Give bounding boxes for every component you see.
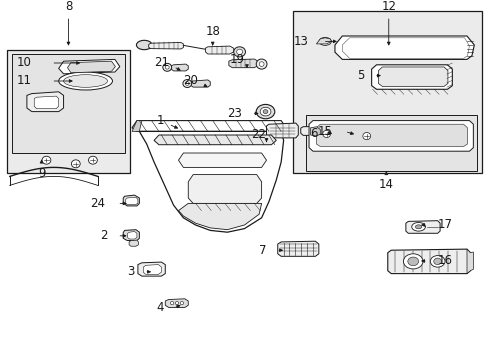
Ellipse shape (185, 82, 189, 85)
Polygon shape (139, 131, 283, 232)
Text: 2: 2 (100, 229, 107, 242)
Polygon shape (178, 203, 261, 230)
Ellipse shape (256, 59, 266, 69)
Text: 9: 9 (38, 167, 45, 180)
Text: 19: 19 (229, 53, 244, 66)
Polygon shape (334, 36, 473, 59)
Ellipse shape (59, 72, 112, 90)
Text: 1: 1 (156, 114, 163, 127)
Polygon shape (138, 262, 165, 276)
Text: 23: 23 (227, 107, 242, 120)
Ellipse shape (42, 156, 51, 164)
Text: 4: 4 (156, 301, 163, 314)
Ellipse shape (71, 160, 80, 168)
Polygon shape (405, 221, 439, 233)
Ellipse shape (433, 258, 441, 265)
Ellipse shape (136, 40, 152, 50)
Polygon shape (67, 61, 115, 73)
Ellipse shape (233, 47, 245, 57)
Polygon shape (59, 59, 120, 74)
Polygon shape (205, 46, 233, 54)
Text: 8: 8 (64, 0, 72, 13)
Bar (305, 115, 476, 171)
Ellipse shape (170, 302, 173, 305)
Bar (7, 50, 129, 173)
Ellipse shape (88, 156, 97, 164)
Text: 3: 3 (127, 265, 134, 278)
Text: 5: 5 (356, 69, 364, 82)
Polygon shape (310, 127, 320, 136)
Polygon shape (132, 121, 142, 131)
Text: 18: 18 (205, 25, 220, 38)
Ellipse shape (180, 302, 183, 305)
Ellipse shape (263, 110, 267, 114)
Text: 6: 6 (310, 127, 317, 140)
Polygon shape (466, 249, 472, 274)
Polygon shape (27, 92, 63, 112)
Polygon shape (378, 67, 447, 86)
Polygon shape (308, 121, 472, 151)
Polygon shape (316, 124, 467, 147)
Ellipse shape (411, 222, 425, 231)
Polygon shape (165, 299, 188, 307)
Text: 17: 17 (437, 219, 452, 231)
Text: 14: 14 (378, 178, 393, 191)
Text: 20: 20 (183, 75, 198, 87)
Text: 15: 15 (317, 125, 332, 138)
Polygon shape (371, 65, 451, 89)
Polygon shape (171, 64, 188, 71)
Text: 7: 7 (259, 244, 266, 257)
Polygon shape (143, 265, 161, 274)
Polygon shape (148, 42, 183, 49)
Polygon shape (178, 153, 266, 167)
Polygon shape (277, 241, 318, 256)
Text: 13: 13 (293, 35, 307, 48)
Ellipse shape (260, 107, 270, 116)
Polygon shape (129, 240, 138, 246)
Polygon shape (266, 123, 298, 138)
Ellipse shape (403, 254, 422, 269)
Polygon shape (316, 38, 331, 44)
Ellipse shape (163, 63, 171, 71)
Polygon shape (154, 135, 276, 145)
Polygon shape (387, 249, 469, 274)
Polygon shape (188, 175, 261, 203)
Text: 11: 11 (17, 75, 32, 87)
Text: 21: 21 (153, 57, 168, 69)
Polygon shape (125, 197, 138, 204)
Ellipse shape (429, 256, 444, 267)
Text: 16: 16 (437, 255, 452, 267)
Text: 24: 24 (90, 197, 105, 210)
Ellipse shape (175, 302, 179, 305)
Ellipse shape (319, 37, 331, 45)
Text: 10: 10 (17, 57, 32, 69)
Polygon shape (228, 59, 258, 68)
Ellipse shape (63, 75, 107, 87)
Ellipse shape (256, 104, 274, 119)
Ellipse shape (362, 132, 370, 140)
Text: 12: 12 (381, 0, 395, 13)
Text: 22: 22 (251, 129, 266, 141)
Ellipse shape (165, 66, 169, 69)
Polygon shape (34, 96, 59, 109)
Polygon shape (123, 230, 139, 240)
Ellipse shape (407, 257, 418, 266)
Ellipse shape (322, 130, 330, 138)
Polygon shape (300, 126, 337, 135)
Bar (12, 54, 124, 153)
Polygon shape (132, 121, 285, 131)
Ellipse shape (259, 62, 264, 66)
Ellipse shape (183, 80, 191, 87)
Polygon shape (127, 231, 137, 239)
Ellipse shape (414, 225, 421, 229)
Ellipse shape (236, 49, 242, 55)
Polygon shape (123, 195, 139, 206)
Bar (293, 11, 481, 173)
Polygon shape (190, 80, 210, 87)
